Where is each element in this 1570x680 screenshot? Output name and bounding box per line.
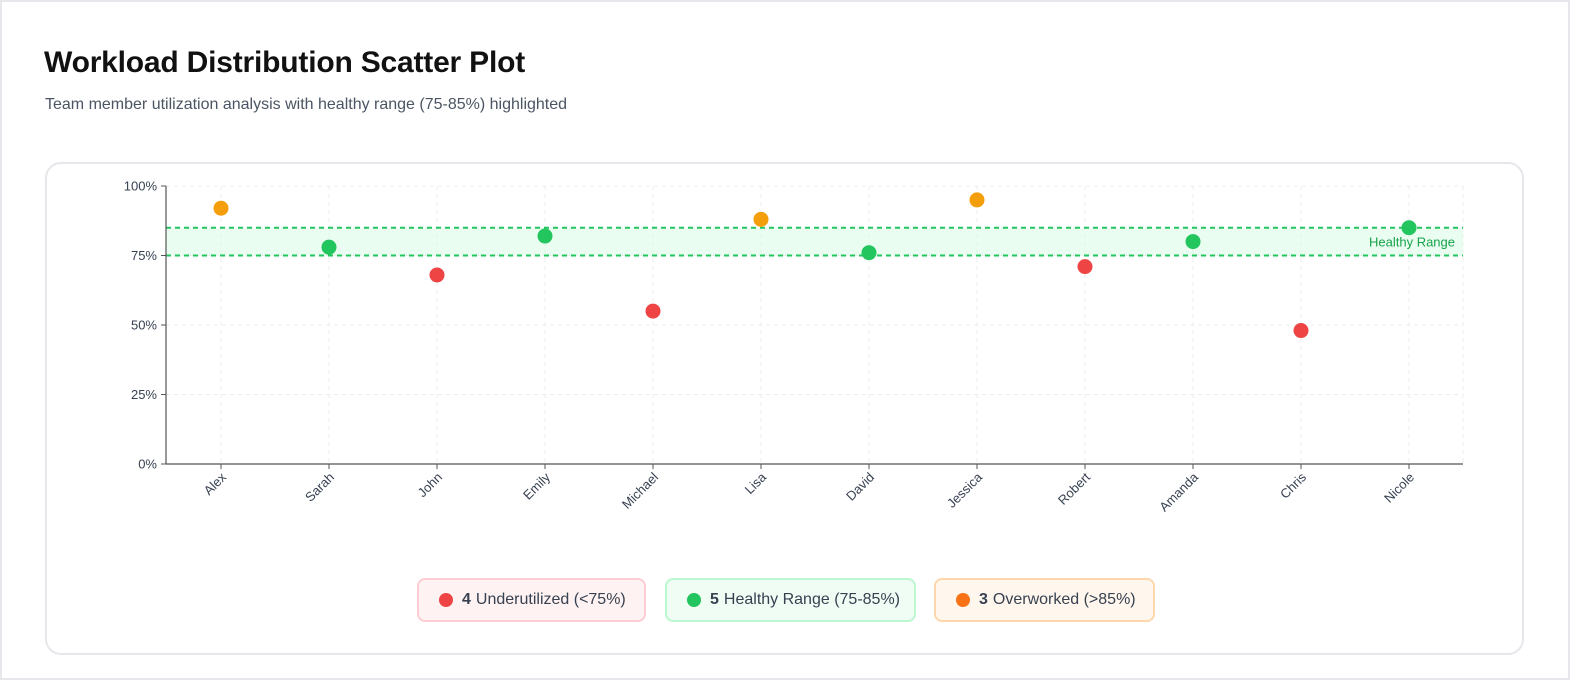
legend-underutilized: 4 Underutilized (<75%) — [417, 578, 646, 622]
x-tick-label: Sarah — [302, 470, 337, 505]
data-point — [645, 303, 661, 319]
healthy-band-label: Healthy Range — [1369, 235, 1455, 250]
data-point — [1185, 234, 1201, 250]
data-point — [429, 267, 445, 283]
x-tick-label: Chris — [1277, 469, 1309, 501]
underutilized-label: Underutilized (<75%) — [475, 591, 626, 608]
y-tick-label: 100% — [124, 179, 158, 194]
healthy-band — [166, 227, 1463, 256]
page-title: Workload Distribution Scatter Plot — [44, 46, 526, 79]
data-point — [321, 239, 337, 255]
x-tick-label: David — [843, 470, 877, 504]
x-tick-label: Emily — [520, 469, 553, 502]
overworked-label: Overworked (>85%) — [992, 591, 1136, 608]
x-tick-label: Robert — [1055, 469, 1093, 507]
data-point — [1077, 259, 1093, 275]
data-point — [1401, 220, 1417, 236]
y-tick-label: 75% — [131, 248, 157, 263]
x-tick-label: Jessica — [944, 469, 986, 511]
data-point — [861, 245, 877, 261]
x-tick-label: Lisa — [742, 469, 770, 497]
healthy-count: 5 — [710, 591, 719, 608]
data-point — [1293, 323, 1309, 339]
y-tick-label: 0% — [138, 457, 157, 472]
x-tick-label: Michael — [619, 469, 661, 511]
x-tick-label: John — [415, 470, 446, 501]
underutilized-count: 4 — [462, 591, 471, 608]
data-point — [753, 211, 769, 227]
x-tick-label: Nicole — [1381, 470, 1417, 506]
x-tick-label: Alex — [201, 469, 230, 498]
healthy-dot-icon — [687, 593, 701, 607]
healthy-label: Healthy Range (75-85%) — [723, 591, 900, 608]
overworked-count: 3 — [979, 591, 988, 608]
page-subtitle: Team member utilization analysis with he… — [45, 96, 568, 113]
underutilized-dot-icon — [439, 593, 453, 607]
legend-healthy: 5 Healthy Range (75-85%) — [665, 578, 916, 622]
y-tick-label: 50% — [131, 318, 157, 333]
y-tick-label: 25% — [131, 387, 157, 402]
data-point — [213, 200, 229, 216]
data-point — [969, 192, 985, 208]
legend-overworked: 3 Overworked (>85%) — [934, 578, 1155, 622]
overworked-dot-icon — [956, 593, 970, 607]
data-point — [537, 228, 553, 244]
x-tick-label: Amanda — [1156, 469, 1201, 514]
